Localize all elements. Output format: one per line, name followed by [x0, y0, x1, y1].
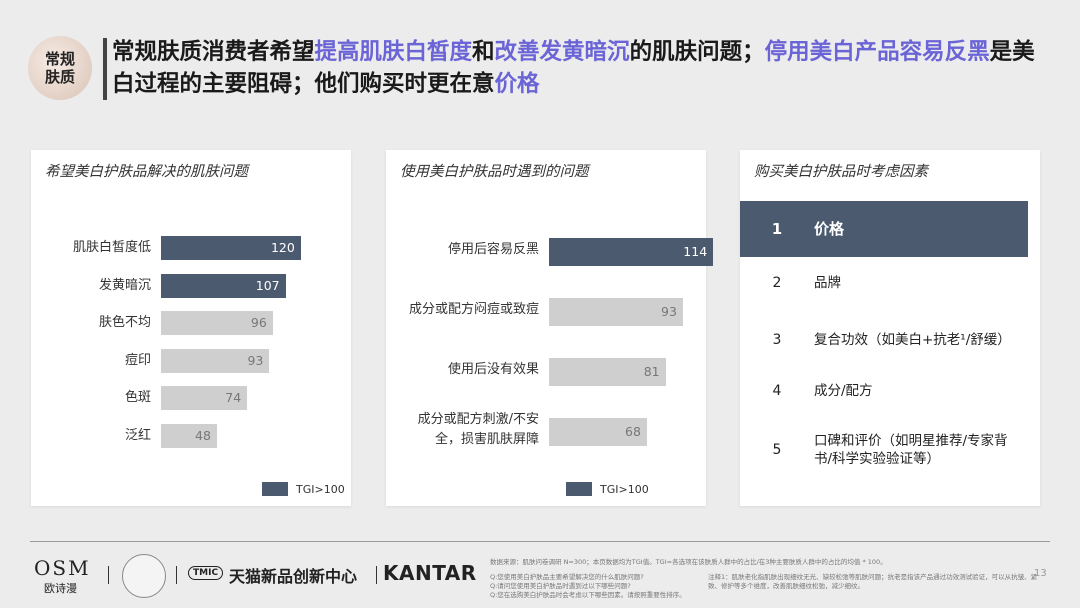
footer-divider	[30, 541, 1050, 542]
panel-title: 购买美白护肤品时考虑因素	[754, 164, 928, 180]
page-number: 13	[1034, 568, 1047, 579]
footer-separator	[376, 566, 377, 584]
bar: 96	[161, 311, 273, 335]
bar: 114	[549, 238, 714, 266]
rank-number: 3	[772, 332, 782, 348]
bar: 48	[161, 423, 217, 448]
legend-swatch	[262, 482, 288, 496]
bar-category-label: 成分或配方刺激/不安全，损害肌肤屏障	[417, 412, 539, 447]
bar-value-label: 74	[225, 390, 242, 405]
question-2: Q:请问您使用美白护肤品时遇到过以下哪些问题?	[490, 582, 631, 590]
footer-separator	[176, 566, 177, 584]
bar-value-label: 48	[195, 427, 211, 443]
footnote: 注释1：肌肤老化指肌肤出现细纹无光、缺较松弛等肌肤问题；抗老是指该产品通过功效测…	[708, 573, 1038, 590]
bar: 93	[549, 298, 683, 326]
bar: 68	[549, 418, 647, 446]
university-seal-icon	[122, 554, 166, 598]
bar-category-label: 痘印	[124, 352, 151, 368]
bar-value-label: 114	[683, 244, 708, 259]
ranking-row: 3 复合功效（如美白+抗老¹/舒缓）	[740, 312, 1028, 368]
bar: 74	[161, 386, 248, 410]
source-note: 数据来源：肌肤问卷调研 N=300；本页数据均为TGI值。TGI=各选项在该肤质…	[490, 558, 887, 566]
bar-category-label: 肤色不均	[98, 315, 151, 330]
rank-number: 5	[772, 442, 782, 458]
bar-value-label: 93	[247, 352, 264, 368]
legend-swatch	[566, 482, 592, 496]
legend-label: TGI>100	[600, 482, 649, 496]
rank-label: 价格	[814, 220, 845, 238]
panel-skin-problems: 希望美白护肤品解决的肌肤问题 TGI>100 肌肤白皙度低 120 发黄暗沉 107 肤…	[31, 150, 351, 506]
osm-logo-cn: 欧诗漫	[44, 582, 77, 595]
bar-category-label: 成分或配方闷痘或致痘	[408, 302, 539, 317]
bar: 120	[161, 236, 301, 260]
ranking-row: 4 成分/配方	[740, 368, 1028, 414]
ranking-row: 2 品牌	[740, 260, 1028, 306]
bar: 107	[161, 273, 286, 298]
legend: TGI>100	[262, 482, 345, 496]
panel-purchase-factors: 购买美白护肤品时考虑因素 1 价格 2 品牌 3 复合功效（如美白+抗老¹/舒缓） 4 成分/…	[740, 150, 1040, 506]
rank-number: 1	[771, 220, 783, 238]
kantar-logo: KANTAR	[383, 561, 477, 585]
panel-title: 使用美白护肤品时遇到的问题	[400, 164, 589, 180]
ranking-row: 5 口碑和评价（如明星推荐/专家背书/科学实验验证等）	[740, 422, 1028, 478]
bar-category-label: 色斑	[124, 390, 151, 405]
tmic-logo: 天猫新品创新中心	[229, 567, 358, 586]
bar: 81	[549, 358, 666, 386]
bar-value-label: 68	[625, 424, 641, 439]
rank-number: 4	[772, 383, 782, 399]
panel-title: 希望美白护肤品解决的肌肤问题	[45, 164, 248, 180]
question-3: Q:您在选购美白护肤品时会考虑以下哪些因素。请按照重要性排序。	[490, 591, 686, 599]
bar: 93	[161, 348, 270, 373]
osm-logo: OSM	[34, 556, 91, 580]
bar-value-label: 96	[250, 315, 267, 330]
bar-value-label: 107	[255, 277, 280, 293]
footer-separator	[108, 566, 109, 584]
rank-label: 口碑和评价（如明星推荐/专家背书/科学实验验证等）	[814, 433, 1008, 467]
tmic-badge: TMIC	[188, 566, 224, 580]
skin-type-badge: 常规肤质	[28, 36, 92, 100]
bar-value-label: 81	[643, 364, 660, 379]
bar-category-label: 停用后容易反黑	[447, 242, 539, 257]
rank-label: 成分/配方	[814, 383, 873, 399]
bar-value-label: 93	[661, 304, 677, 319]
title-accent-bar	[103, 38, 107, 100]
bar-category-label: 肌肤白皙度低	[72, 240, 151, 255]
page-title: 常规肤质消费者希望提高肌肤白皙度和改善发黄暗沉的肌肤问题；停用美白产品容易反黑是…	[112, 39, 1035, 97]
rank-label: 品牌	[814, 275, 841, 291]
rank-number: 2	[772, 275, 782, 291]
bar-value-label: 120	[270, 240, 295, 255]
bar-category-label: 发黄暗沉	[98, 277, 151, 293]
bar-category-label: 泛红	[124, 427, 151, 443]
legend: TGI>100	[566, 482, 649, 496]
legend-label: TGI>100	[296, 482, 345, 496]
question-1: Q:您使用美白护肤品主要希望解决您的什么肌肤问题?	[490, 573, 644, 581]
rank-label: 复合功效（如美白+抗老¹/舒缓）	[814, 332, 1011, 348]
panel-usage-problems: 使用美白护肤品时遇到的问题 TGI>100 停用后容易反黑 114 成分或配方闷痘或…	[386, 150, 714, 506]
ranking-row: 1 价格	[740, 201, 1028, 257]
bar-category-label: 使用后没有效果	[447, 362, 539, 377]
